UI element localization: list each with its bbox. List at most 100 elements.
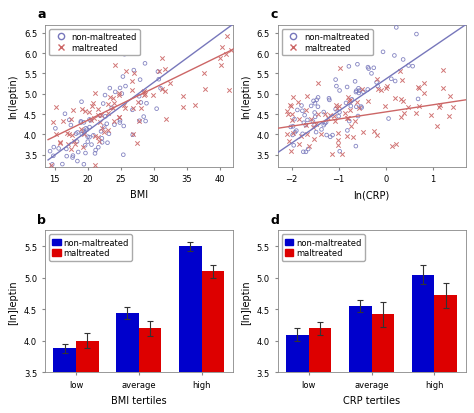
Point [224, 34, 231, 40]
Point [91, 162, 99, 169]
Point [81, 131, 88, 138]
Point [336, 88, 343, 95]
Point [335, 138, 342, 144]
Point [61, 173, 68, 179]
Point [310, 136, 318, 143]
Point [303, 93, 311, 100]
Point [301, 113, 309, 119]
X-axis label: CRP tertiles: CRP tertiles [343, 395, 400, 405]
Point [63, 146, 70, 153]
Point [115, 114, 123, 121]
Point [446, 93, 454, 100]
Point [111, 63, 119, 69]
Point [322, 120, 330, 126]
Point [59, 118, 67, 125]
Point [314, 95, 322, 102]
Point [84, 139, 91, 145]
Point [83, 127, 91, 133]
Point [94, 134, 102, 140]
Point [95, 113, 102, 119]
Point [309, 124, 317, 131]
Point [153, 106, 160, 113]
Point [63, 154, 71, 160]
Point [155, 69, 163, 76]
Point [120, 102, 128, 109]
Point [296, 117, 303, 123]
Point [180, 94, 187, 100]
Point [136, 94, 143, 100]
Point [299, 108, 306, 115]
Point [109, 105, 117, 112]
Point [288, 103, 295, 110]
Point [439, 68, 447, 74]
Point [334, 131, 342, 137]
Point [123, 68, 130, 75]
Point [396, 69, 404, 76]
Point [433, 123, 441, 130]
Point [324, 115, 332, 121]
Point [201, 71, 208, 77]
Point [292, 130, 299, 136]
Point [389, 143, 396, 150]
Point [328, 152, 336, 158]
Point [99, 140, 106, 146]
Point [314, 80, 322, 87]
Point [95, 138, 103, 145]
Point [392, 25, 400, 32]
Point [302, 123, 310, 129]
Point [105, 102, 112, 108]
Point [115, 91, 123, 97]
Point [335, 142, 342, 149]
Point [128, 88, 136, 94]
Point [82, 126, 90, 132]
Point [385, 116, 392, 123]
Point [300, 149, 307, 156]
Point [69, 155, 76, 161]
Point [344, 95, 351, 102]
Point [288, 112, 296, 118]
Point [332, 77, 339, 84]
Point [118, 91, 126, 98]
Text: c: c [270, 8, 277, 21]
Point [338, 152, 346, 158]
Point [289, 118, 296, 124]
Point [327, 134, 334, 141]
Point [140, 114, 147, 121]
Point [97, 129, 105, 135]
Point [307, 103, 315, 110]
Point [206, 13, 213, 19]
Point [116, 85, 124, 92]
Point [332, 107, 339, 113]
X-axis label: ln(CRP): ln(CRP) [354, 190, 390, 199]
Point [82, 142, 89, 149]
Text: d: d [270, 214, 279, 226]
Point [305, 143, 313, 150]
Y-axis label: [ln]leptin: [ln]leptin [9, 279, 18, 324]
Point [71, 142, 79, 148]
Point [302, 122, 310, 129]
Point [409, 64, 417, 70]
Point [65, 117, 73, 124]
Point [49, 153, 57, 160]
Point [67, 116, 74, 123]
Point [321, 111, 329, 118]
Point [47, 168, 55, 174]
Point [283, 131, 291, 138]
Point [292, 128, 300, 135]
Point [110, 122, 118, 129]
Point [379, 50, 387, 56]
Point [329, 133, 337, 139]
Point [344, 116, 352, 122]
Point [70, 138, 78, 145]
Point [287, 148, 295, 155]
Point [326, 113, 333, 119]
X-axis label: BMI: BMI [130, 190, 148, 199]
Point [109, 95, 117, 102]
Point [121, 52, 128, 58]
Bar [309, 328, 331, 413]
Point [353, 88, 360, 95]
Point [358, 105, 365, 112]
Point [391, 53, 398, 59]
Point [374, 132, 381, 138]
Point [80, 161, 88, 168]
